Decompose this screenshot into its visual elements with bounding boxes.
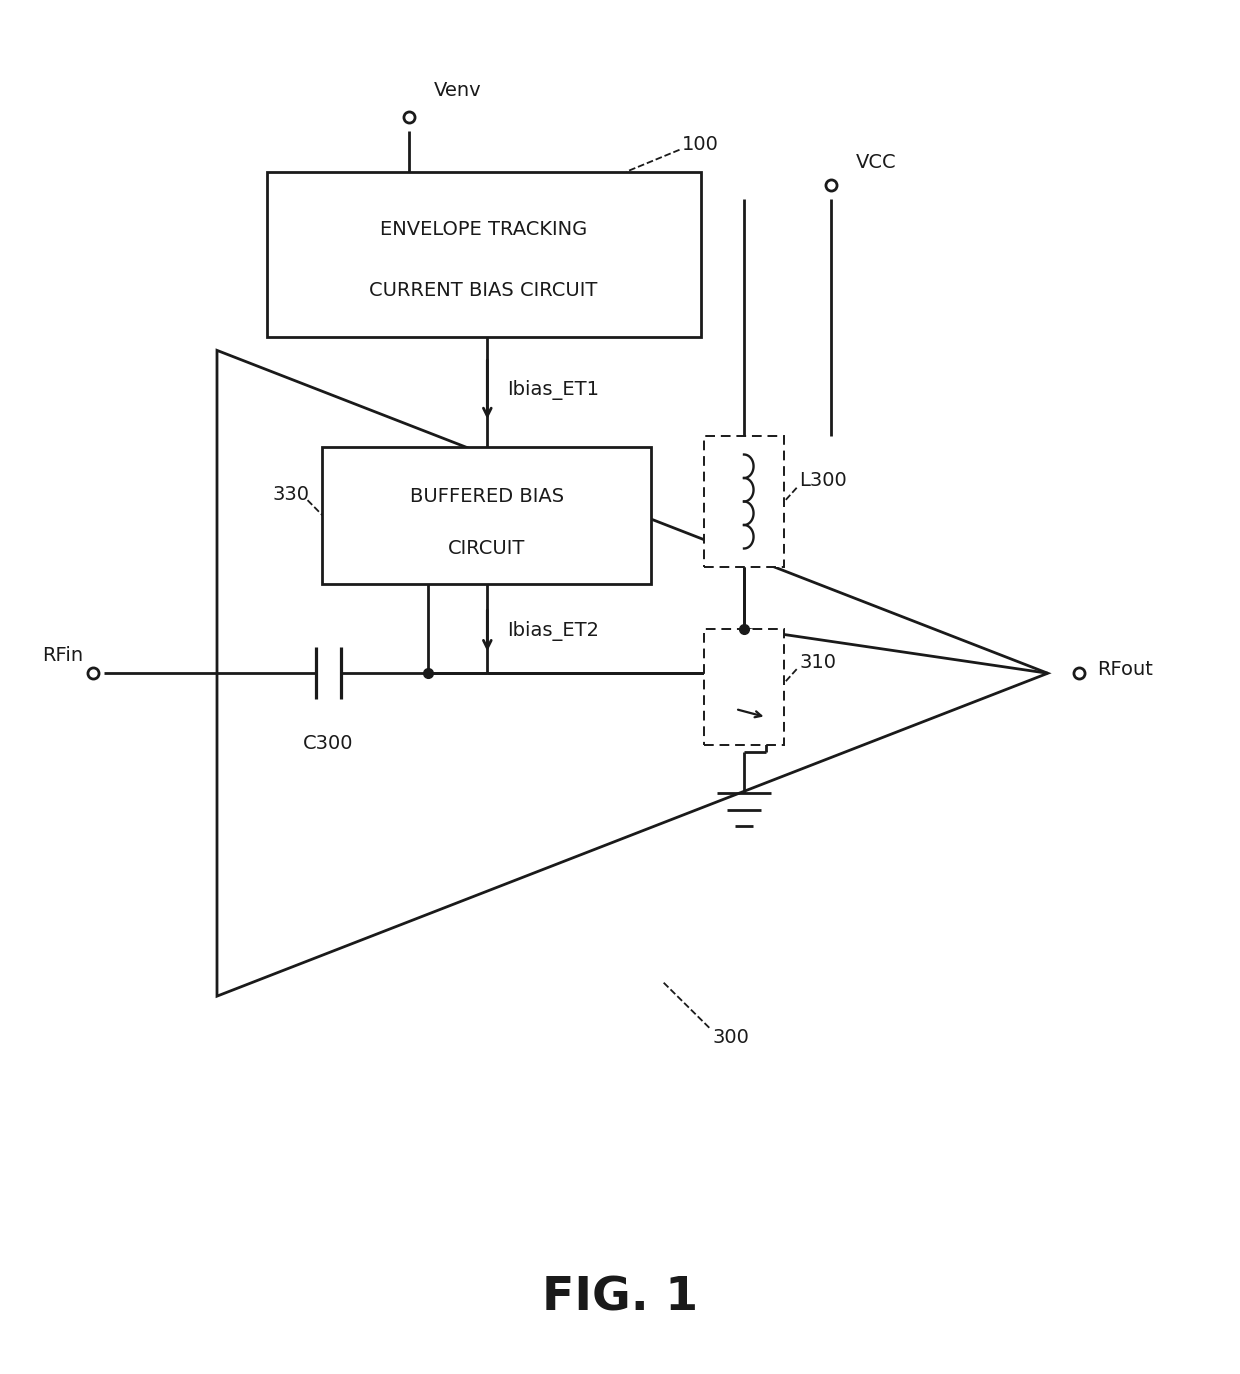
Text: Venv: Venv (434, 81, 481, 100)
Text: L300: L300 (799, 471, 847, 491)
Text: ENVELOPE TRACKING: ENVELOPE TRACKING (379, 220, 588, 239)
Text: Ibias_ET2: Ibias_ET2 (507, 621, 599, 640)
Text: C300: C300 (304, 734, 353, 753)
Text: CURRENT BIAS CIRCUIT: CURRENT BIAS CIRCUIT (370, 280, 598, 300)
Text: BUFFERED BIAS: BUFFERED BIAS (409, 486, 564, 506)
Bar (322, 447, 651, 584)
Text: RFin: RFin (42, 646, 83, 665)
Text: 100: 100 (682, 135, 719, 154)
Text: 330: 330 (273, 485, 310, 504)
Bar (704, 629, 785, 745)
Text: 310: 310 (800, 653, 836, 672)
Text: VCC: VCC (856, 153, 897, 172)
Text: 300: 300 (713, 1028, 750, 1047)
Bar (704, 437, 785, 567)
Bar (267, 172, 701, 337)
Text: Ibias_ET1: Ibias_ET1 (507, 379, 599, 400)
Text: FIG. 1: FIG. 1 (542, 1276, 698, 1320)
Text: CIRCUIT: CIRCUIT (448, 539, 526, 558)
Text: RFout: RFout (1097, 660, 1153, 679)
